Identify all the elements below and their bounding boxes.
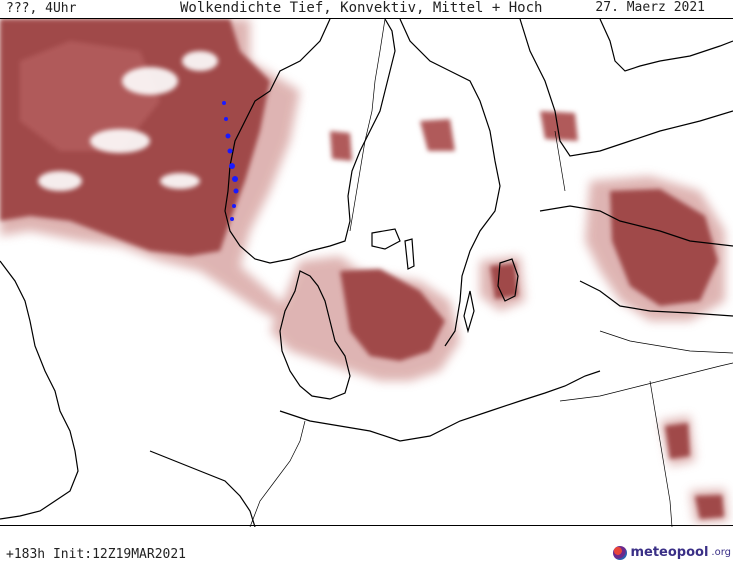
country-borders	[249, 18, 733, 528]
cloud-gaps	[38, 51, 218, 191]
weather-map	[0, 18, 733, 528]
coastlines	[0, 18, 733, 528]
cloud-density-map	[0, 18, 733, 528]
map-title: Wolkendichte Tief, Konvektiv, Mittel + H…	[180, 0, 543, 16]
model-run-info: +183h Init:12Z19MAR2021	[6, 547, 187, 562]
logo-tld: .org	[711, 547, 731, 558]
forecast-date-label: 27. Maerz 2021	[595, 0, 705, 15]
meteopool-logo[interactable]: meteopool .org	[613, 545, 731, 560]
meteopool-logo-icon	[613, 545, 628, 560]
precip-markers	[222, 101, 239, 221]
forecast-time-label: ???, 4Uhr	[6, 1, 77, 16]
logo-name: meteopool	[630, 545, 709, 560]
